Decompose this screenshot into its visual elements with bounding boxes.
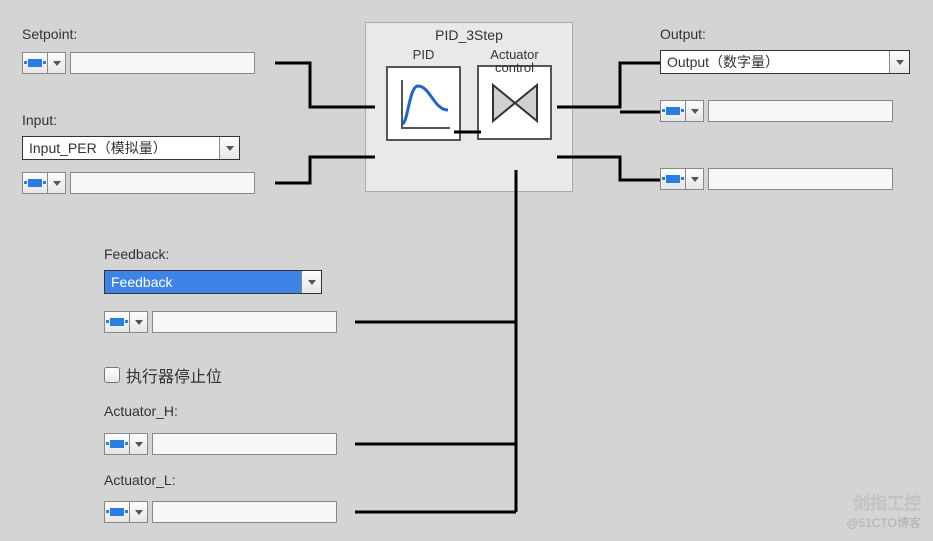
input-select-value: Input_PER（模拟量） xyxy=(29,138,167,158)
pid-icon-box xyxy=(386,66,461,141)
output-dn-plug-button[interactable] xyxy=(660,168,686,190)
pid-curve-icon xyxy=(394,74,454,134)
actuator-l-plug-button[interactable] xyxy=(104,501,130,523)
actuator-h-plug-button[interactable] xyxy=(104,433,130,455)
input-tag xyxy=(22,172,255,194)
feedback-select-value: Feedback xyxy=(111,274,172,290)
output-up-tag xyxy=(660,100,893,122)
chevron-down-icon xyxy=(691,109,699,114)
output-dn-menu-button[interactable] xyxy=(686,168,704,190)
output-label: Output: xyxy=(660,26,706,42)
feedback-select-arrow xyxy=(301,271,321,293)
actuator-h-label: Actuator_H: xyxy=(104,403,178,419)
output-select[interactable]: Output（数字量） xyxy=(660,50,910,74)
feedback-tag xyxy=(104,311,337,333)
chevron-down-icon xyxy=(135,510,143,515)
chevron-down-icon xyxy=(896,60,904,65)
output-up-value-input[interactable] xyxy=(708,100,893,122)
chevron-down-icon xyxy=(135,442,143,447)
pid-sub: PID xyxy=(386,47,461,141)
setpoint-tag xyxy=(22,52,255,74)
setpoint-value-input[interactable] xyxy=(70,52,255,74)
setpoint-label: Setpoint: xyxy=(22,26,77,42)
plug-icon xyxy=(28,179,42,187)
plug-icon xyxy=(666,107,680,115)
chevron-down-icon xyxy=(53,61,61,66)
actuator-stopbit-row: 执行器停止位 xyxy=(104,363,222,387)
actuator-icon-box xyxy=(477,65,552,140)
actuator-l-menu-button[interactable] xyxy=(130,501,148,523)
input-select-arrow xyxy=(219,137,239,159)
plug-icon xyxy=(110,318,124,326)
pid-label: PID xyxy=(386,47,461,62)
plug-icon xyxy=(110,440,124,448)
chevron-down-icon xyxy=(226,146,234,151)
pid-3step-block: PID_3Step PID Actuator control xyxy=(365,22,573,192)
valve-icon xyxy=(487,75,543,131)
output-up-menu-button[interactable] xyxy=(686,100,704,122)
watermark-1: 剑指工控 xyxy=(853,494,921,513)
plug-icon xyxy=(666,175,680,183)
feedback-label: Feedback: xyxy=(104,246,169,262)
actuator-h-value-input[interactable] xyxy=(152,433,337,455)
input-type-select[interactable]: Input_PER（模拟量） xyxy=(22,136,240,160)
actuator-stopbit-checkbox[interactable] xyxy=(104,367,120,383)
actuator-l-label: Actuator_L: xyxy=(104,472,176,488)
feedback-menu-button[interactable] xyxy=(130,311,148,333)
setpoint-menu-button[interactable] xyxy=(48,52,66,74)
actuator-sub: Actuator control xyxy=(477,47,552,141)
chevron-down-icon xyxy=(135,320,143,325)
output-select-arrow xyxy=(889,51,909,73)
watermark: 剑指工控 @51CTO博客 xyxy=(846,489,921,531)
setpoint-plug-button[interactable] xyxy=(22,52,48,74)
feedback-plug-button[interactable] xyxy=(104,311,130,333)
actuator-l-tag xyxy=(104,501,337,523)
block-title: PID_3Step xyxy=(366,23,572,45)
feedback-select[interactable]: Feedback xyxy=(104,270,322,294)
feedback-value-input[interactable] xyxy=(152,311,337,333)
plug-icon xyxy=(28,59,42,67)
chevron-down-icon xyxy=(53,181,61,186)
watermark-2: @51CTO博客 xyxy=(846,516,921,530)
actuator-h-menu-button[interactable] xyxy=(130,433,148,455)
output-dn-tag xyxy=(660,168,893,190)
actuator-stopbit-label: 执行器停止位 xyxy=(126,363,222,387)
output-up-plug-button[interactable] xyxy=(660,100,686,122)
chevron-down-icon xyxy=(691,177,699,182)
chevron-down-icon xyxy=(308,280,316,285)
input-plug-button[interactable] xyxy=(22,172,48,194)
input-menu-button[interactable] xyxy=(48,172,66,194)
output-dn-value-input[interactable] xyxy=(708,168,893,190)
output-select-value: Output（数字量） xyxy=(667,52,779,72)
input-label: Input: xyxy=(22,112,57,128)
plug-icon xyxy=(110,508,124,516)
input-value-input[interactable] xyxy=(70,172,255,194)
actuator-h-tag xyxy=(104,433,337,455)
actuator-l-value-input[interactable] xyxy=(152,501,337,523)
